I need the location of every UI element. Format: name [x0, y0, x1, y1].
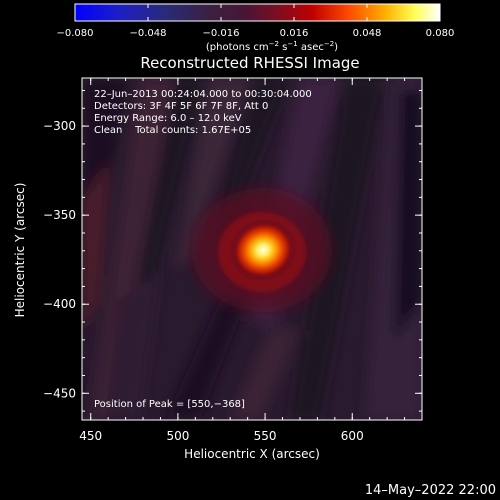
x-axis-ticks [90, 78, 423, 420]
colorbar-gradient [75, 4, 440, 21]
colorbar-frame [74, 3, 441, 22]
y-axis-label: Heliocentric Y (arcsec) [13, 183, 27, 318]
observation-info: 22–Jun–2013 00:24:04.000 to 00:30:04.000… [94, 89, 312, 136]
colorbar-units: (photons cm−2 s−1 asec−2) [206, 40, 338, 53]
colorbar-tick-label: −0.080 [56, 28, 93, 39]
colorbar-ticks [74, 4, 441, 21]
y-axis-ticks [82, 89, 422, 412]
info-line-counts: Clean Total counts: 1.67E+05 [94, 125, 251, 136]
y-tick-label: −400 [43, 297, 76, 311]
x-axis-label: Heliocentric X (arcsec) [184, 447, 320, 461]
y-axis-tick-labels: −300 −350 −400 −450 [43, 119, 76, 400]
x-tick-label: 550 [254, 429, 277, 443]
y-tick-label: −350 [43, 208, 76, 222]
y-tick-label: −450 [43, 386, 76, 400]
info-line-detectors: Detectors: 3F 4F 5F 6F 7F 8F, Att 0 [94, 101, 268, 112]
x-tick-label: 600 [341, 429, 364, 443]
colorbar-tick-label: 0.080 [426, 28, 455, 39]
peak-position-label: Position of Peak = [550,−368] [94, 399, 245, 410]
plot-title: Reconstructed RHESSI Image [140, 54, 359, 72]
x-tick-label: 500 [166, 429, 189, 443]
solar-image [82, 78, 422, 420]
colorbar-tick-label: 0.016 [280, 28, 309, 39]
colorbar-tick-label: −0.016 [202, 28, 239, 39]
colorbar-tick-label: −0.048 [129, 28, 166, 39]
colorbar-tick-labels: −0.080 −0.048 −0.016 0.016 0.048 0.080 [56, 28, 454, 39]
y-tick-label: −300 [43, 119, 76, 133]
info-line-time: 22–Jun–2013 00:24:04.000 to 00:30:04.000 [94, 89, 312, 100]
colorbar-tick-label: 0.048 [353, 28, 382, 39]
xray-source [229, 218, 297, 282]
plot-frame [81, 77, 423, 421]
colorbar: −0.080 −0.048 −0.016 0.016 0.048 0.080 (photo… [56, 3, 454, 53]
x-axis-tick-labels: 450 500 550 600 [79, 429, 363, 443]
info-line-energy: Energy Range: 6.0 – 12.0 keV [94, 113, 242, 124]
x-tick-label: 450 [79, 429, 102, 443]
footer-timestamp: 14–May–2022 22:00 [365, 483, 496, 498]
